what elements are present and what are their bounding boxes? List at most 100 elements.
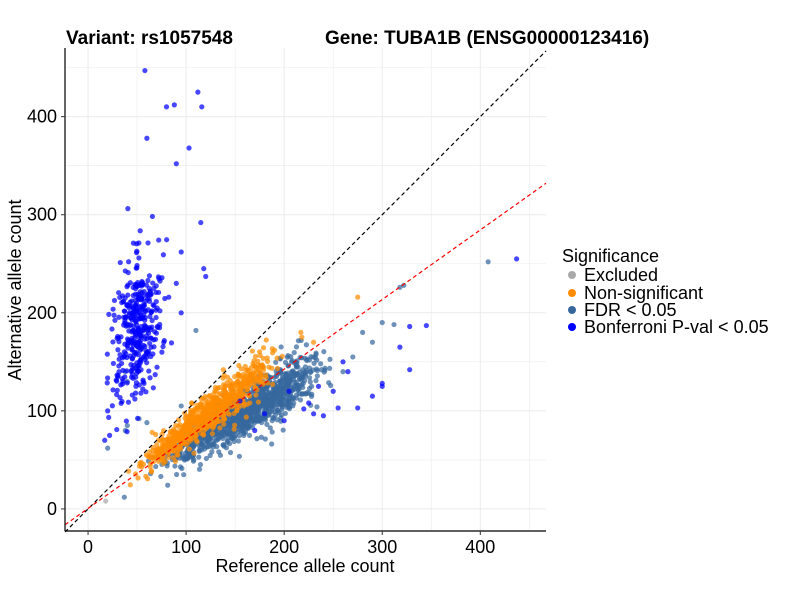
y-tick-label: 200: [27, 303, 57, 323]
point-fdr-0-05: [275, 408, 281, 414]
point-fdr-0-05: [295, 387, 301, 393]
point-fdr-0-05: [313, 378, 319, 384]
point-non-significant: [216, 418, 222, 425]
point-non-significant: [227, 382, 234, 388]
point-non-significant: [259, 374, 265, 380]
point-fdr-0-05: [236, 453, 242, 459]
point-bonferroni-p-val-0-05: [315, 383, 322, 389]
point-fdr-0-05: [273, 359, 279, 365]
point-fdr-0-05: [280, 427, 286, 433]
point-fdr-0-05: [379, 319, 385, 326]
legend-label-fdr: FDR < 0.05: [584, 300, 677, 320]
point-non-significant: [355, 294, 361, 300]
point-non-significant: [149, 429, 155, 435]
point-bonferroni-p-val-0-05: [121, 308, 127, 314]
point-non-significant: [213, 394, 219, 400]
legend-key-bonferroni: [568, 323, 576, 331]
point-fdr-0-05: [172, 463, 178, 469]
point-non-significant: [237, 373, 243, 379]
point-fdr-0-05: [283, 401, 289, 407]
point-bonferroni-p-val-0-05: [140, 379, 146, 385]
point-fdr-0-05: [251, 417, 257, 423]
point-bonferroni-p-val-0-05: [136, 255, 142, 261]
point-non-significant: [235, 391, 241, 398]
point-non-significant: [191, 408, 197, 414]
point-bonferroni-p-val-0-05: [105, 408, 111, 414]
point-non-significant: [247, 373, 254, 379]
point-non-significant: [191, 434, 197, 441]
point-bonferroni-p-val-0-05: [160, 344, 166, 350]
point-bonferroni-p-val-0-05: [111, 297, 118, 304]
legend-key-excluded: [568, 271, 576, 279]
point-non-significant: [242, 363, 248, 370]
point-non-significant: [310, 339, 317, 345]
point-bonferroni-p-val-0-05: [129, 367, 135, 373]
point-fdr-0-05: [288, 359, 295, 365]
point-bonferroni-p-val-0-05: [306, 400, 312, 406]
point-fdr-0-05: [204, 438, 210, 444]
point-bonferroni-p-val-0-05: [123, 350, 129, 357]
point-bonferroni-p-val-0-05: [116, 290, 122, 296]
point-bonferroni-p-val-0-05: [407, 367, 413, 373]
point-fdr-0-05: [158, 473, 164, 480]
point-bonferroni-p-val-0-05: [146, 273, 153, 279]
point-bonferroni-p-val-0-05: [132, 286, 139, 292]
point-fdr-0-05: [485, 259, 491, 265]
point-fdr-0-05: [303, 391, 309, 397]
point-fdr-0-05: [277, 388, 284, 394]
point-bonferroni-p-val-0-05: [134, 322, 140, 328]
point-fdr-0-05: [270, 386, 276, 392]
point-bonferroni-p-val-0-05: [142, 356, 148, 362]
point-bonferroni-p-val-0-05: [104, 351, 110, 357]
point-bonferroni-p-val-0-05: [147, 340, 153, 347]
point-fdr-0-05: [293, 344, 300, 350]
point-fdr-0-05: [282, 359, 289, 366]
point-fdr-0-05: [121, 494, 127, 500]
point-non-significant: [181, 432, 187, 439]
point-bonferroni-p-val-0-05: [148, 344, 154, 350]
point-bonferroni-p-val-0-05: [130, 310, 136, 316]
point-bonferroni-p-val-0-05: [133, 349, 139, 356]
point-non-significant: [176, 417, 182, 423]
point-bonferroni-p-val-0-05: [153, 298, 159, 305]
point-bonferroni-p-val-0-05: [237, 398, 243, 404]
point-fdr-0-05: [173, 471, 180, 478]
point-non-significant: [147, 454, 153, 460]
point-non-significant: [182, 410, 188, 416]
point-non-significant: [232, 373, 238, 380]
point-bonferroni-p-val-0-05: [162, 295, 168, 302]
point-fdr-0-05: [182, 455, 188, 461]
point-fdr-0-05: [308, 393, 315, 399]
axis-ticks: 0 100 200 300 400 0 100 200 300 400: [27, 107, 495, 557]
point-bonferroni-p-val-0-05: [143, 298, 149, 304]
point-bonferroni-p-val-0-05: [143, 333, 150, 339]
point-non-significant: [247, 400, 253, 406]
point-fdr-0-05: [225, 425, 231, 431]
point-non-significant: [250, 360, 256, 367]
point-bonferroni-p-val-0-05: [124, 343, 130, 349]
point-fdr-0-05: [289, 396, 295, 402]
point-fdr-0-05: [165, 482, 171, 488]
point-fdr-0-05: [197, 445, 203, 451]
point-non-significant: [218, 390, 224, 397]
point-fdr-0-05: [314, 404, 320, 410]
point-bonferroni-p-val-0-05: [153, 307, 159, 313]
point-non-significant: [165, 438, 171, 445]
point-non-significant: [203, 398, 209, 404]
point-bonferroni-p-val-0-05: [127, 338, 133, 344]
point-non-significant: [214, 398, 220, 405]
point-bonferroni-p-val-0-05: [203, 273, 209, 280]
point-bonferroni-p-val-0-05: [163, 104, 170, 110]
point-bonferroni-p-val-0-05: [143, 389, 149, 395]
point-bonferroni-p-val-0-05: [144, 135, 150, 141]
y-tick-label: 0: [47, 499, 57, 519]
point-fdr-0-05: [298, 374, 305, 381]
point-bonferroni-p-val-0-05: [201, 266, 207, 272]
point-fdr-0-05: [212, 437, 218, 443]
point-bonferroni-p-val-0-05: [106, 414, 112, 421]
point-non-significant: [200, 431, 207, 437]
point-bonferroni-p-val-0-05: [124, 380, 130, 386]
point-non-significant: [260, 364, 267, 370]
point-bonferroni-p-val-0-05: [340, 359, 346, 365]
